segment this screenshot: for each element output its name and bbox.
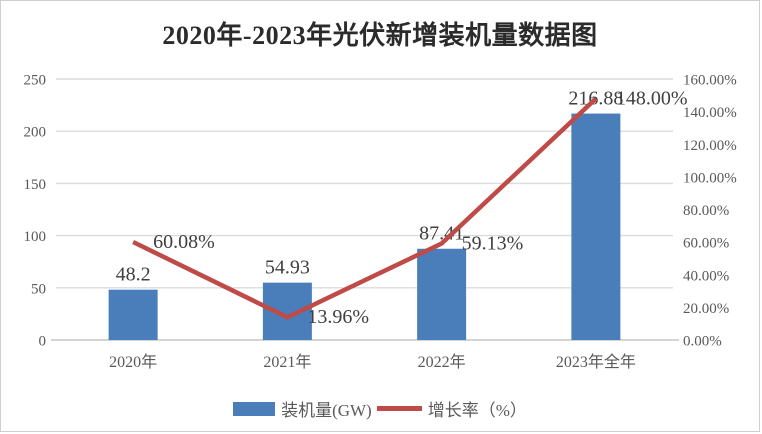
line-data-label: 59.13% bbox=[462, 233, 524, 255]
line-series-swatch-icon bbox=[376, 406, 422, 411]
x-category-label: 2021年 bbox=[263, 353, 311, 371]
legend-label-installed-capacity: 装机量(GW) bbox=[281, 401, 372, 420]
bar-2022年 bbox=[417, 248, 467, 340]
bar-2020年 bbox=[108, 289, 158, 340]
x-category-label: 2022年 bbox=[418, 353, 466, 371]
left-axis-tick-label: 150 bbox=[24, 177, 47, 193]
right-axis-tick-label: 60.00% bbox=[683, 236, 729, 252]
growth-rate-line bbox=[132, 96, 598, 320]
legend-item-growth-rate: 增长率（%） bbox=[376, 396, 527, 421]
legend-label-growth-rate: 增长率（%） bbox=[427, 401, 527, 420]
left-axis-tick-label: 250 bbox=[24, 73, 47, 89]
right-axis-tick-label: 140.00% bbox=[683, 105, 737, 121]
left-axis-tick-label: 100 bbox=[24, 229, 47, 245]
right-axis-tick-label: 0.00% bbox=[683, 334, 722, 350]
line-data-label: 60.08% bbox=[153, 231, 215, 253]
x-category-label: 2023年全年 bbox=[556, 353, 636, 371]
right-axis-tick-label: 40.00% bbox=[683, 268, 729, 284]
chart-legend: 装机量(GW) 增长率（%） bbox=[1, 396, 759, 421]
left-axis-tick-label: 0 bbox=[39, 334, 47, 350]
right-axis-tick-label: 160.00% bbox=[683, 73, 737, 89]
bar-series-swatch-icon bbox=[233, 401, 276, 416]
bar-data-label: 48.2 bbox=[116, 264, 151, 286]
legend-item-installed-capacity: 装机量(GW) bbox=[233, 396, 372, 421]
line-data-label: 13.96% bbox=[307, 306, 369, 328]
left-axis-tick-label: 50 bbox=[31, 281, 46, 297]
line-data-label: 148.00% bbox=[616, 88, 688, 110]
bar-data-label: 87.41 bbox=[419, 223, 464, 245]
right-axis-tick-label: 120.00% bbox=[683, 138, 737, 154]
right-axis-tick-label: 80.00% bbox=[683, 203, 729, 219]
right-axis-tick-label: 20.00% bbox=[683, 301, 729, 317]
chart-title: 2020年-2023年光伏新增装机量数据图 bbox=[162, 21, 598, 50]
right-axis-tick-label: 100.00% bbox=[683, 170, 737, 186]
bar-data-label: 54.93 bbox=[265, 257, 310, 279]
left-axis-tick-label: 200 bbox=[24, 125, 47, 141]
bar-2023年全年 bbox=[571, 113, 621, 341]
x-category-label: 2020年 bbox=[109, 353, 157, 371]
